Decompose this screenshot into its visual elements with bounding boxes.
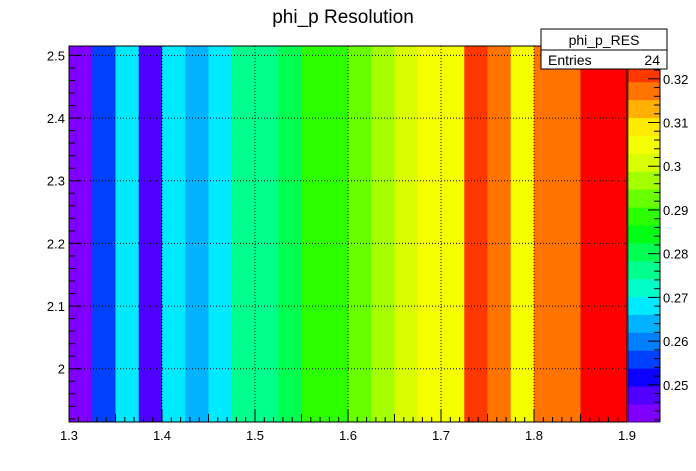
heatmap-cell-21 — [557, 46, 581, 422]
heatmap-cell-1 — [92, 46, 116, 422]
heatmap-cell-19 — [510, 46, 535, 422]
color-scale-segment-5 — [628, 314, 660, 333]
stats-box: phi_p_RES Entries 24 — [540, 28, 668, 70]
color-scale-segment-6 — [628, 296, 660, 315]
heatmap-cell-22 — [580, 46, 605, 422]
heatmap-cell-17 — [464, 46, 488, 422]
color-scale-segment-11 — [628, 207, 660, 226]
x-tick-label-4: 1.7 — [432, 428, 450, 443]
color-scale-segment-9 — [628, 242, 660, 262]
color-scale-segment-8 — [628, 260, 660, 280]
heatmap-cell-7 — [231, 46, 256, 422]
color-scale-segment-10 — [628, 225, 660, 244]
heatmap-cell-16 — [441, 46, 465, 422]
heatmap-cell-20 — [534, 46, 558, 422]
color-scale-label-1: 0.26 — [663, 334, 688, 349]
y-tick-label-0: 2 — [58, 362, 65, 377]
stats-box-name: phi_p_RES — [569, 32, 640, 48]
heatmap-cell-11 — [324, 46, 349, 422]
color-scale-segment-15 — [628, 135, 660, 154]
color-scale-axis: 0.25 0.26 0.27 0.28 0.29 0.3 0.31 0.32 — [648, 46, 688, 422]
color-scale-segment-18 — [628, 81, 660, 101]
color-scale-segment-4 — [628, 332, 660, 351]
color-scale-segment-2 — [628, 368, 660, 387]
color-scale-segment-0 — [628, 404, 660, 423]
color-scale-segment-13 — [628, 171, 660, 190]
heatmap-cell-14 — [394, 46, 419, 422]
x-tick-label-0: 1.3 — [60, 428, 78, 443]
x-tick-label-2: 1.5 — [246, 428, 264, 443]
heatmap-cell-23 — [603, 46, 628, 422]
x-axis: 1.3 1.4 1.5 1.6 1.7 1.8 1.9 — [60, 410, 636, 443]
heatmap-cells — [69, 46, 628, 422]
heatmap-cell-15 — [417, 46, 442, 422]
y-tick-label-3: 2.3 — [47, 174, 65, 189]
y-tick-label-2: 2.2 — [47, 236, 65, 251]
y-tick-label-5: 2.5 — [47, 48, 65, 63]
color-scale-label-2: 0.27 — [663, 290, 688, 305]
y-tick-label-4: 2.4 — [47, 111, 65, 126]
color-scale — [627, 45, 661, 423]
heatmap-cell-9 — [278, 46, 302, 422]
color-scale-label-5: 0.3 — [663, 159, 681, 174]
color-scale-segment-3 — [628, 350, 660, 369]
heatmap-cell-2 — [115, 46, 140, 422]
color-scale-label-0: 0.25 — [663, 378, 688, 393]
stats-box-frame — [540, 28, 668, 70]
y-tick-label-1: 2.1 — [47, 299, 65, 314]
color-scale-segment-17 — [628, 99, 660, 119]
chart-title: phi_p Resolution — [272, 7, 414, 28]
x-tick-label-1: 1.4 — [153, 428, 171, 443]
heatmap-cell-10 — [301, 46, 326, 422]
color-scale-label-7: 0.32 — [663, 72, 688, 87]
color-scale-segment-1 — [628, 386, 660, 405]
heatmap-cell-3 — [138, 46, 163, 422]
stats-box-entries-value: 24 — [644, 52, 660, 68]
color-scale-segment-14 — [628, 153, 660, 172]
y-axis: 2 2.1 2.2 2.3 2.4 2.5 — [47, 48, 81, 420]
x-tick-label-6: 1.9 — [618, 428, 636, 443]
x-tick-label-3: 1.6 — [339, 428, 357, 443]
color-scale-label-3: 0.28 — [663, 247, 688, 262]
stats-box-entries-label: Entries — [548, 52, 592, 68]
heatmap-cell-0 — [69, 46, 93, 422]
color-scale-label-6: 0.31 — [663, 116, 688, 131]
heatmap-cell-13 — [371, 46, 395, 422]
heatmap-cell-8 — [255, 46, 279, 422]
grid-lines — [69, 46, 627, 422]
x-tick-label-5: 1.8 — [525, 428, 543, 443]
heatmap-cell-5 — [185, 46, 209, 422]
color-scale-segment-16 — [628, 117, 660, 136]
heatmap-cell-4 — [162, 46, 186, 422]
heatmap-cell-18 — [487, 46, 512, 422]
heatmap-cell-12 — [348, 46, 372, 422]
color-scale-segment-12 — [628, 189, 660, 208]
color-scale-label-4: 0.29 — [663, 203, 688, 218]
color-scale-segment-7 — [628, 278, 660, 298]
heatmap-cell-6 — [208, 46, 233, 422]
